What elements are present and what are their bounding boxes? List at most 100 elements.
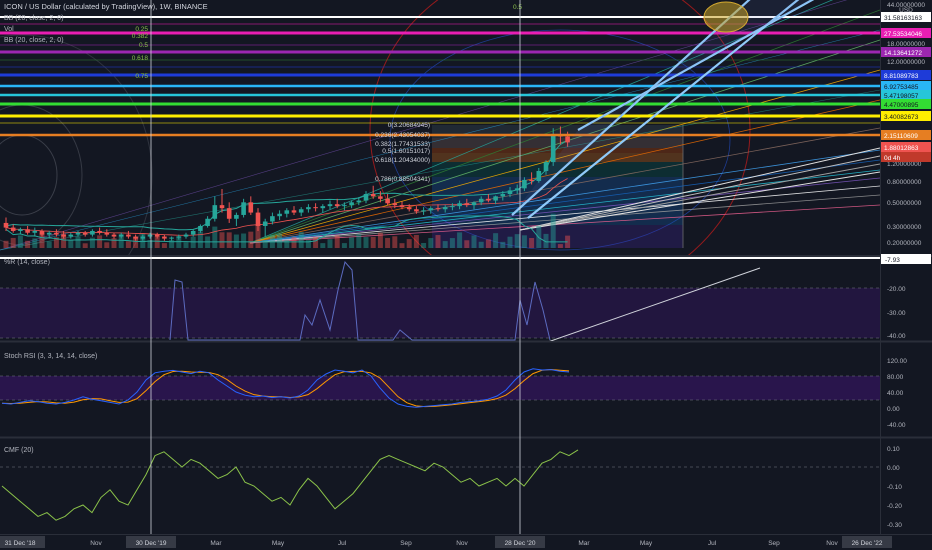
candle-body[interactable] xyxy=(61,234,66,237)
willr-pane[interactable] xyxy=(0,257,880,341)
date-tag[interactable] xyxy=(495,536,545,548)
price-tag[interactable] xyxy=(881,81,931,91)
candle-body[interactable] xyxy=(248,202,254,213)
price-tag[interactable] xyxy=(881,111,931,121)
candle-body[interactable] xyxy=(82,232,88,235)
candle-body[interactable] xyxy=(262,221,268,226)
candle-body[interactable] xyxy=(90,230,95,235)
candle-body[interactable] xyxy=(363,194,369,201)
price-tag[interactable] xyxy=(881,47,931,57)
date-tag[interactable] xyxy=(842,536,892,548)
price-axis[interactable]: 44.00000000 18.00000000 12.00000000 1.20000… xyxy=(881,2,931,247)
price-tag[interactable] xyxy=(881,12,931,22)
candle-body[interactable] xyxy=(428,208,434,211)
candle-body[interactable] xyxy=(198,225,203,231)
willr-label[interactable]: %R (14, close) xyxy=(4,259,50,266)
candle-body[interactable] xyxy=(97,230,102,233)
candle-body[interactable] xyxy=(471,202,477,206)
candle-body[interactable] xyxy=(320,206,326,209)
williams-r-plot[interactable] xyxy=(0,257,880,343)
candle-body[interactable] xyxy=(75,232,81,235)
candle-body[interactable] xyxy=(270,216,275,222)
stoch-k-line[interactable] xyxy=(1,368,570,408)
candle-body[interactable] xyxy=(234,214,239,219)
candle-body[interactable] xyxy=(334,204,340,207)
price-tag[interactable] xyxy=(881,142,931,152)
candle-body[interactable] xyxy=(349,202,354,206)
price-tag[interactable] xyxy=(881,70,931,80)
candle-body[interactable] xyxy=(126,234,131,237)
cmf-plot[interactable] xyxy=(0,449,880,521)
candle-body[interactable] xyxy=(543,162,549,171)
candle-body[interactable] xyxy=(10,227,16,231)
stoch-rsi-label[interactable]: Stoch RSI (3, 3, 14, 14, close) xyxy=(4,353,97,360)
willr-trend-line[interactable] xyxy=(545,267,761,343)
stoch-rsi-plot[interactable] xyxy=(0,368,880,408)
candle-body[interactable] xyxy=(154,234,160,237)
candle-body[interactable] xyxy=(442,207,448,210)
price-tag[interactable] xyxy=(881,130,931,140)
candle-body[interactable] xyxy=(68,234,74,237)
candle-body[interactable] xyxy=(392,203,398,206)
cmf-line[interactable] xyxy=(1,449,579,521)
candle-body[interactable] xyxy=(183,234,189,237)
candle-body[interactable] xyxy=(205,218,210,226)
bb-indicator-label-2[interactable]: BB (20, close, 2, 0) xyxy=(4,37,64,44)
time-axis[interactable]: Nov Mar May Jul Sep Nov Mar May Jul Sep Nov 31 Dec … xyxy=(0,536,892,548)
candle-body[interactable] xyxy=(25,229,30,233)
candle-body[interactable] xyxy=(536,170,542,182)
candle-body[interactable] xyxy=(111,234,117,237)
candle-body[interactable] xyxy=(219,205,225,209)
candle-body[interactable] xyxy=(435,208,441,210)
candle-body[interactable] xyxy=(529,179,534,182)
channel-line[interactable] xyxy=(577,0,830,131)
candle-body[interactable] xyxy=(457,203,462,207)
candle-body[interactable] xyxy=(147,234,153,237)
date-tag[interactable] xyxy=(0,536,45,548)
candle-body[interactable] xyxy=(176,236,182,238)
candle-body[interactable] xyxy=(291,210,297,213)
willr-tag[interactable] xyxy=(881,254,931,264)
candle-body[interactable] xyxy=(493,196,498,201)
candle-body[interactable] xyxy=(39,230,45,235)
candle-body[interactable] xyxy=(284,210,290,214)
candle-body[interactable] xyxy=(32,230,38,233)
vol-indicator-label[interactable]: Vol xyxy=(4,26,14,33)
candle-body[interactable] xyxy=(550,135,556,163)
candle-body[interactable] xyxy=(226,208,232,219)
candle-body[interactable] xyxy=(255,212,261,226)
candle-body[interactable] xyxy=(500,194,506,197)
candle-body[interactable] xyxy=(277,213,282,217)
candle-body[interactable] xyxy=(507,190,513,195)
stoch-axis[interactable]: 120.00 80.00 40.00 0.00 -40.00 xyxy=(887,358,907,429)
candle-body[interactable] xyxy=(212,205,218,219)
candle-body[interactable] xyxy=(514,188,520,191)
candle-body[interactable] xyxy=(306,207,311,210)
candle-body[interactable] xyxy=(378,196,383,199)
candle-body[interactable] xyxy=(486,198,491,201)
candle-body[interactable] xyxy=(385,198,390,204)
candle-body[interactable] xyxy=(356,200,362,203)
date-tag[interactable] xyxy=(126,536,176,548)
candle-body[interactable] xyxy=(478,198,484,203)
price-tag[interactable] xyxy=(881,90,931,100)
candle-body[interactable] xyxy=(298,209,304,213)
candle-body[interactable] xyxy=(104,232,110,235)
candle-body[interactable] xyxy=(3,222,9,228)
candle-body[interactable] xyxy=(18,229,23,231)
candle-body[interactable] xyxy=(464,203,470,206)
cmf-pane[interactable] xyxy=(0,438,880,534)
candle-body[interactable] xyxy=(190,230,196,235)
candle-body[interactable] xyxy=(140,236,146,239)
candle-body[interactable] xyxy=(370,194,376,197)
candle-body[interactable] xyxy=(241,202,246,215)
candle-body[interactable] xyxy=(399,205,405,208)
willr-axis[interactable]: -7.93 -20.00 -30.00 -40.00 xyxy=(881,254,931,340)
cmf-axis[interactable]: 0.10 0.00 -0.10 -0.20 -0.30 xyxy=(887,446,902,529)
candlesticks[interactable] xyxy=(3,126,570,241)
candle-body[interactable] xyxy=(565,136,570,143)
candle-body[interactable] xyxy=(414,209,419,212)
candle-body[interactable] xyxy=(327,204,333,207)
price-tag[interactable] xyxy=(881,99,931,109)
